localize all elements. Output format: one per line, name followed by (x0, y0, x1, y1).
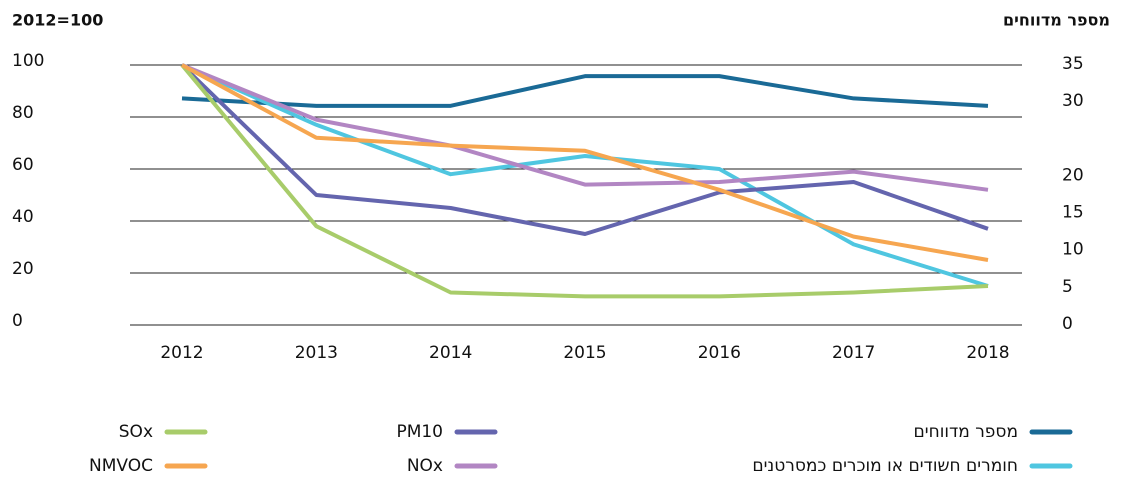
series-line (181, 63, 989, 288)
x-tick-label: 2012 (160, 343, 203, 363)
y2-tick-label: 20 (1062, 165, 1084, 185)
x-tick-label: 2017 (832, 343, 875, 363)
series-line (180, 63, 989, 299)
series-line (180, 63, 989, 236)
x-tick-label: 2015 (563, 343, 606, 363)
y2-tick-label: 0 (1062, 314, 1073, 334)
y2-tick-label: 5 (1062, 277, 1073, 297)
y-tick-label: 60 (12, 155, 34, 175)
legend-label: חומרים חשודים או מוכרים כמסרטנים (752, 456, 1018, 476)
y-tick-label: 0 (12, 311, 23, 331)
legend-label: מספר מדווחים (914, 422, 1018, 442)
y-tick-label: 80 (12, 103, 34, 123)
y-tick-label: 40 (12, 207, 34, 227)
y2-tick-label: 35 (1062, 54, 1084, 74)
x-tick-label: 2016 (698, 343, 741, 363)
y2-tick-label: 15 (1062, 203, 1084, 223)
x-tick-label: 2018 (966, 343, 1009, 363)
legend-label: SOx (119, 422, 153, 442)
y2-tick-label: 10 (1062, 240, 1084, 260)
y-tick-label: 20 (12, 259, 34, 279)
x-tick-label: 2013 (295, 343, 338, 363)
y-axis-title: 2012=100 (12, 11, 103, 30)
y2-tick-label: 30 (1062, 91, 1084, 111)
y-tick-label: 100 (12, 51, 44, 71)
series-line (181, 63, 989, 262)
series-line (181, 63, 989, 192)
legend-label: NOx (407, 456, 443, 476)
x-tick-label: 2014 (429, 343, 472, 363)
legend-label: NMVOC (89, 456, 153, 476)
series-line (181, 74, 989, 108)
legend-label: PM10 (396, 422, 443, 442)
y2-axis-title: מספר מדווחים (1003, 11, 1110, 30)
